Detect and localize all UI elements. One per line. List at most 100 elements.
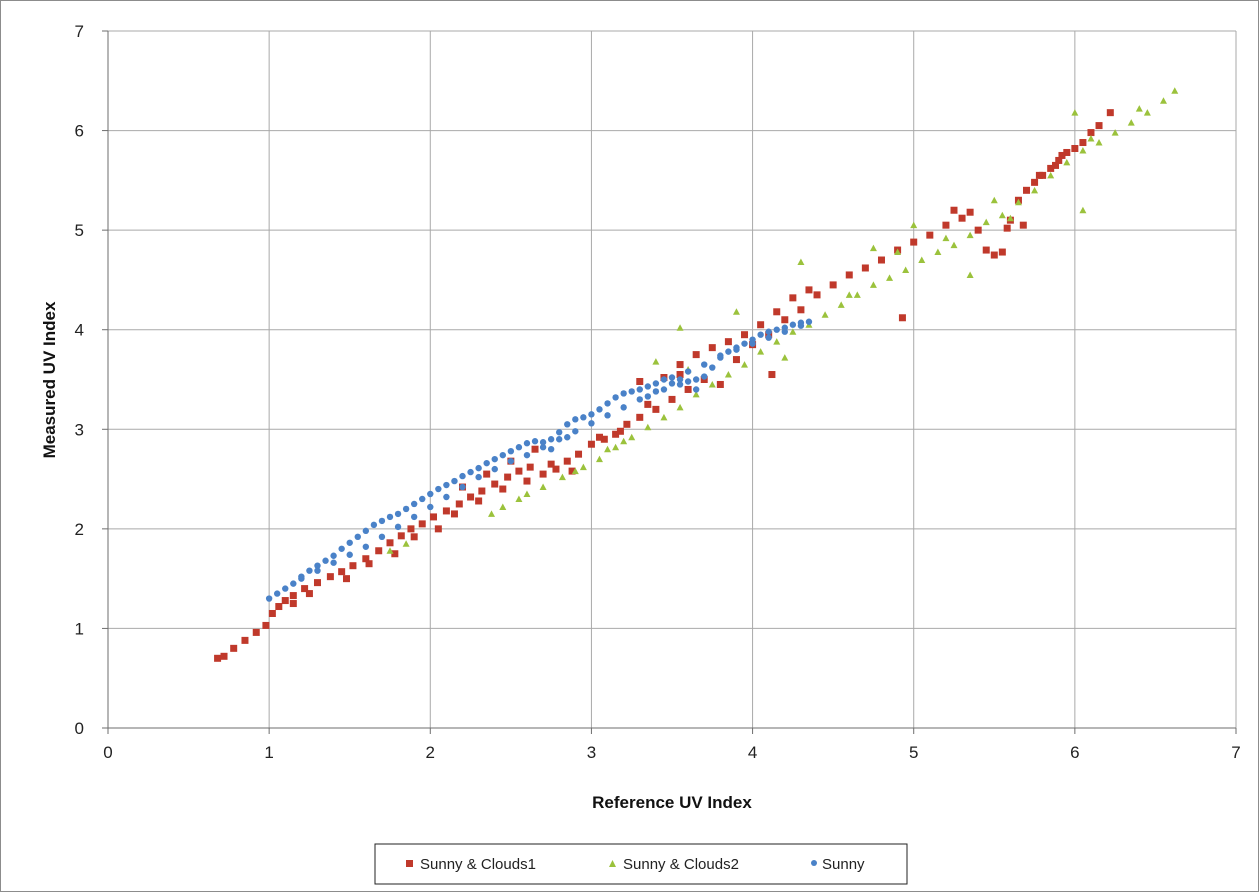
data-point: [1055, 156, 1063, 164]
data-point: [427, 503, 434, 511]
data-point: [1159, 97, 1167, 104]
data-point: [579, 463, 587, 471]
data-point: [507, 457, 515, 465]
data-point: [684, 378, 692, 385]
legend-marker-sunny-clouds2: [609, 860, 616, 867]
x-tick-label: 5: [909, 743, 918, 762]
data-point: [556, 436, 563, 443]
data-point: [652, 358, 660, 365]
data-point: [692, 376, 700, 383]
data-point: [958, 214, 966, 222]
data-point: [716, 380, 724, 388]
data-point: [732, 356, 740, 364]
data-point: [910, 238, 918, 246]
data-point: [289, 600, 297, 608]
data-point: [475, 473, 482, 481]
data-point: [982, 218, 990, 226]
data-point: [365, 560, 373, 568]
data-point: [595, 455, 603, 463]
data-point: [1035, 171, 1043, 179]
data-point: [274, 590, 281, 597]
data-point: [394, 510, 402, 518]
data-point: [781, 328, 788, 335]
data-point: [587, 440, 595, 448]
data-point: [459, 483, 466, 491]
data-point: [230, 644, 238, 652]
x-tick-label: 3: [587, 743, 596, 762]
data-point: [322, 557, 329, 564]
data-point: [644, 423, 652, 431]
data-point: [558, 473, 566, 481]
data-point: [701, 361, 708, 368]
data-point: [1071, 144, 1079, 152]
data-point: [861, 264, 869, 272]
data-point: [571, 467, 579, 475]
data-point: [531, 438, 539, 445]
series-sunny-clouds2: [386, 87, 1179, 554]
x-axis-title: Reference UV Index: [592, 793, 752, 812]
data-point: [504, 473, 512, 481]
data-point: [757, 321, 765, 329]
legend-box: [374, 843, 908, 885]
data-point: [732, 308, 740, 315]
data-point: [475, 497, 483, 505]
data-point: [1127, 119, 1135, 126]
data-point: [515, 444, 523, 451]
data-point: [1063, 158, 1071, 166]
data-point: [998, 248, 1006, 256]
data-point: [709, 364, 716, 371]
legend: Sunny & Clouds1 Sunny & Clouds2 Sunny: [374, 843, 908, 885]
data-point: [616, 427, 624, 435]
data-point: [523, 490, 531, 498]
x-tick-label: 4: [748, 743, 757, 762]
data-point: [596, 406, 603, 413]
data-point: [434, 525, 442, 533]
data-point: [628, 388, 635, 395]
data-point: [386, 539, 394, 547]
data-point: [346, 551, 353, 558]
data-point: [394, 523, 402, 531]
data-point: [386, 547, 394, 554]
data-point: [708, 380, 716, 388]
data-point: [539, 483, 547, 491]
y-tick-label: 0: [75, 719, 84, 738]
y-axis-title: Measured UV Index: [40, 301, 59, 458]
data-point: [391, 550, 399, 558]
data-point: [1071, 109, 1079, 116]
data-point: [942, 234, 950, 242]
data-point: [575, 450, 583, 458]
data-point: [214, 654, 222, 662]
data-point: [451, 477, 458, 485]
data-point: [1111, 129, 1119, 136]
data-point: [564, 434, 571, 441]
data-point: [636, 396, 643, 403]
data-point: [507, 447, 515, 455]
data-point: [378, 533, 386, 541]
data-point: [604, 400, 611, 407]
data-point: [362, 543, 370, 550]
data-point: [252, 628, 260, 636]
data-point: [526, 463, 534, 471]
data-point: [499, 503, 507, 510]
data-point: [717, 352, 724, 359]
data-point: [1143, 109, 1151, 116]
data-point: [644, 400, 652, 408]
x-tick-label: 6: [1070, 743, 1079, 762]
x-tick-label: 2: [426, 743, 435, 762]
data-point: [692, 386, 700, 393]
data-point: [950, 206, 958, 214]
data-point: [442, 507, 450, 515]
data-point: [580, 414, 587, 421]
data-point: [467, 468, 474, 476]
data-point: [604, 445, 612, 453]
data-point: [765, 334, 772, 341]
data-point: [298, 575, 305, 582]
data-point: [604, 412, 611, 419]
data-point: [684, 368, 692, 375]
data-point: [1079, 139, 1087, 147]
data-point: [539, 439, 547, 446]
data-point: [1031, 186, 1039, 194]
legend-marker-sunny-clouds1: [406, 860, 413, 867]
data-point: [1003, 224, 1011, 232]
data-point: [805, 318, 813, 325]
